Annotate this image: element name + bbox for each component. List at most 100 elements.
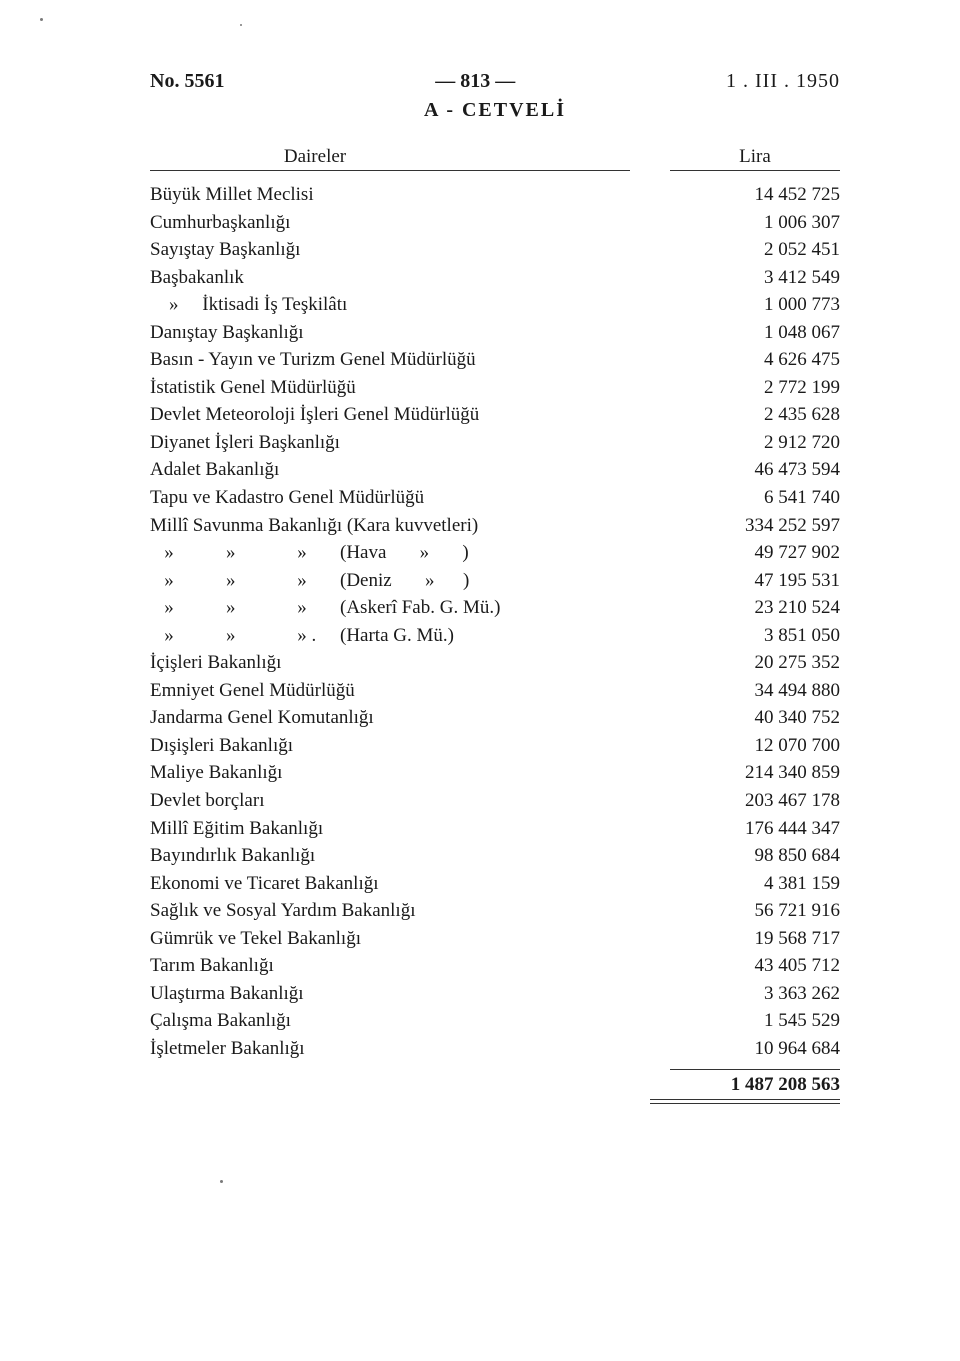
row-label: Adalet Bakanlığı — [150, 456, 670, 484]
row-label: İçişleri Bakanlığı — [150, 649, 670, 677]
table-row: » » » (Hava » )49 727 902 — [150, 539, 840, 567]
row-amount: 98 850 684 — [670, 842, 840, 870]
row-amount: 47 195 531 — [670, 567, 840, 595]
table-row: Ulaştırma Bakanlığı3 363 262 — [150, 980, 840, 1008]
table-row: Emniyet Genel Müdürlüğü34 494 880 — [150, 677, 840, 705]
table-row: Gümrük ve Tekel Bakanlığı19 568 717 — [150, 925, 840, 953]
header-line: No. 5561 — 813 — 1 . III . 1950 — [150, 70, 840, 93]
row-amount: 3 851 050 — [670, 622, 840, 650]
row-amount: 40 340 752 — [670, 704, 840, 732]
row-amount: 214 340 859 — [670, 759, 840, 787]
table-row: Danıştay Başkanlığı1 048 067 — [150, 319, 840, 347]
speck — [240, 24, 242, 26]
row-label: Bayındırlık Bakanlığı — [150, 842, 670, 870]
row-label: Basın - Yayın ve Turizm Genel Müdürlüğü — [150, 346, 670, 374]
row-label: Diyanet İşleri Başkanlığı — [150, 429, 670, 457]
row-label: Çalışma Bakanlığı — [150, 1007, 670, 1035]
row-amount: 23 210 524 — [670, 594, 840, 622]
table-row: » » » . (Harta G. Mü.)3 851 050 — [150, 622, 840, 650]
row-amount: 34 494 880 — [670, 677, 840, 705]
total-amount: 1 487 208 563 — [650, 1074, 840, 1096]
table-row: » » » (Askerî Fab. G. Mü.)23 210 524 — [150, 594, 840, 622]
row-label: Millî Savunma Bakanlığı (Kara kuvvetleri… — [150, 512, 670, 540]
row-label: Başbakanlık — [150, 264, 670, 292]
table-row: Büyük Millet Meclisi14 452 725 — [150, 181, 840, 209]
table-row: Ekonomi ve Ticaret Bakanlığı4 381 159 — [150, 870, 840, 898]
table-row: İşletmeler Bakanlığı10 964 684 — [150, 1035, 840, 1063]
rule-right — [670, 170, 840, 171]
row-amount: 2 052 451 — [670, 236, 840, 264]
row-amount: 6 541 740 — [670, 484, 840, 512]
row-amount: 12 070 700 — [670, 732, 840, 760]
table-row: Millî Eğitim Bakanlığı176 444 347 — [150, 815, 840, 843]
table-row: » İktisadi İş Teşkilâtı1 000 773 — [150, 291, 840, 319]
row-amount: 334 252 597 — [670, 512, 840, 540]
table-row: Basın - Yayın ve Turizm Genel Müdürlüğü4… — [150, 346, 840, 374]
table-body: Büyük Millet Meclisi14 452 725Cumhurbaşk… — [150, 181, 840, 1063]
row-label: Millî Eğitim Bakanlığı — [150, 815, 670, 843]
row-amount: 176 444 347 — [670, 815, 840, 843]
col-header-lira: Lira — [670, 146, 840, 168]
row-label: Sağlık ve Sosyal Yardım Bakanlığı — [150, 897, 670, 925]
row-label: Maliye Bakanlığı — [150, 759, 670, 787]
table-row: Tapu ve Kadastro Genel Müdürlüğü6 541 74… — [150, 484, 840, 512]
table-row: Başbakanlık3 412 549 — [150, 264, 840, 292]
row-label: Sayıştay Başkanlığı — [150, 236, 670, 264]
table-row: » » » (Deniz » )47 195 531 — [150, 567, 840, 595]
table-row: İstatistik Genel Müdürlüğü2 772 199 — [150, 374, 840, 402]
total-row: 1 487 208 563 — [150, 1074, 840, 1096]
row-label: Emniyet Genel Müdürlüğü — [150, 677, 670, 705]
speck — [220, 1180, 223, 1183]
table-row: Çalışma Bakanlığı1 545 529 — [150, 1007, 840, 1035]
table-row: Diyanet İşleri Başkanlığı2 912 720 — [150, 429, 840, 457]
table-row: İçişleri Bakanlığı20 275 352 — [150, 649, 840, 677]
rule-left — [150, 170, 630, 171]
row-amount: 2 912 720 — [670, 429, 840, 457]
row-label: Büyük Millet Meclisi — [150, 181, 670, 209]
row-amount: 20 275 352 — [670, 649, 840, 677]
row-amount: 1 048 067 — [670, 319, 840, 347]
row-amount: 3 363 262 — [670, 980, 840, 1008]
col-header-daireler: Daireler — [150, 146, 670, 168]
doc-date: 1 . III . 1950 — [726, 70, 840, 93]
row-amount: 3 412 549 — [670, 264, 840, 292]
row-label: Jandarma Genel Komutanlığı — [150, 704, 670, 732]
speck — [40, 18, 43, 21]
row-label: » İktisadi İş Teşkilâtı — [150, 291, 670, 319]
table-row: Adalet Bakanlığı46 473 594 — [150, 456, 840, 484]
doc-number: No. 5561 — [150, 70, 224, 93]
row-label: Devlet borçları — [150, 787, 670, 815]
row-label: Cumhurbaşkanlığı — [150, 209, 670, 237]
row-amount: 203 467 178 — [670, 787, 840, 815]
table-row: Maliye Bakanlığı214 340 859 — [150, 759, 840, 787]
row-amount: 14 452 725 — [670, 181, 840, 209]
table-row: Cumhurbaşkanlığı1 006 307 — [150, 209, 840, 237]
row-label: » » » (Askerî Fab. G. Mü.) — [150, 594, 670, 622]
row-amount: 1 545 529 — [670, 1007, 840, 1035]
row-label: Devlet Meteoroloji İşleri Genel Müdürlüğ… — [150, 401, 670, 429]
row-label: Dışişleri Bakanlığı — [150, 732, 670, 760]
row-amount: 1 000 773 — [670, 291, 840, 319]
row-amount: 49 727 902 — [670, 539, 840, 567]
table-row: Sağlık ve Sosyal Yardım Bakanlığı56 721 … — [150, 897, 840, 925]
row-label: » » » . (Harta G. Mü.) — [150, 622, 670, 650]
total-double-rule — [650, 1099, 840, 1104]
row-label: Ekonomi ve Ticaret Bakanlığı — [150, 870, 670, 898]
budget-table: Daireler Lira Büyük Millet Meclisi14 452… — [150, 146, 840, 1104]
row-amount: 2 435 628 — [670, 401, 840, 429]
row-label: İstatistik Genel Müdürlüğü — [150, 374, 670, 402]
table-header-row: Daireler Lira — [150, 146, 840, 168]
table-row: Jandarma Genel Komutanlığı40 340 752 — [150, 704, 840, 732]
row-amount: 4 626 475 — [670, 346, 840, 374]
table-row: Millî Savunma Bakanlığı (Kara kuvvetleri… — [150, 512, 840, 540]
row-label: Danıştay Başkanlığı — [150, 319, 670, 347]
row-label: Tapu ve Kadastro Genel Müdürlüğü — [150, 484, 670, 512]
header-rule — [150, 170, 840, 171]
total-rule — [670, 1069, 840, 1070]
table-row: Tarım Bakanlığı43 405 712 — [150, 952, 840, 980]
row-label: » » » (Hava » ) — [150, 539, 670, 567]
page: No. 5561 — 813 — 1 . III . 1950 A - CETV… — [0, 0, 960, 1104]
row-label: İşletmeler Bakanlığı — [150, 1035, 670, 1063]
row-amount: 56 721 916 — [670, 897, 840, 925]
table-row: Dışişleri Bakanlığı12 070 700 — [150, 732, 840, 760]
